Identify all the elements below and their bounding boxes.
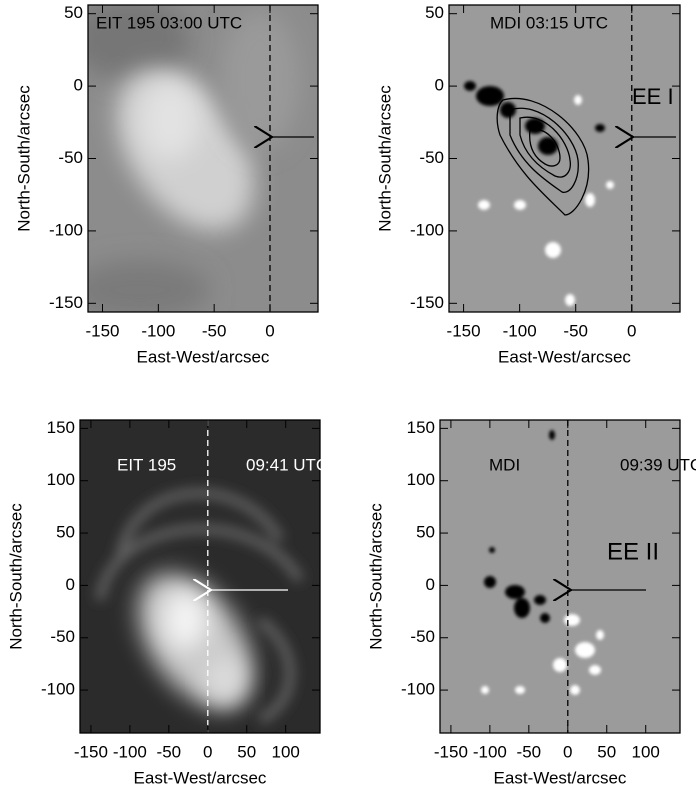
x-tick-label: -100 [141, 321, 175, 340]
x-axis-label: East-West/arcsec [494, 768, 627, 787]
x-axis-label: East-West/arcsec [498, 347, 631, 366]
x-tick-label: 100 [272, 742, 300, 761]
y-tick-label: 0 [66, 575, 75, 594]
y-tick-label: -50 [50, 627, 75, 646]
x-tick-label: -100 [473, 742, 507, 761]
x-tick-label: -100 [113, 742, 147, 761]
annotation: EIT 195 [117, 455, 176, 474]
x-tick-label: 0 [563, 742, 572, 761]
y-tick-label: 50 [64, 3, 83, 22]
annotation: 09:41 UTC [246, 455, 328, 474]
y-tick-label: 0 [435, 76, 444, 95]
y-tick-label: 50 [416, 523, 435, 542]
y-tick-label: -100 [410, 220, 444, 239]
annotation: MDI [489, 455, 520, 474]
x-tick-label: -50 [202, 321, 227, 340]
annotation: EIT 195 03:00 UTC [96, 13, 242, 32]
x-axis-label: East-West/arcsec [134, 768, 267, 787]
y-tick-label: -50 [419, 148, 444, 167]
image-mdi [449, 5, 680, 312]
y-tick-label: 150 [47, 418, 75, 437]
y-tick-label: -50 [410, 627, 435, 646]
x-tick-label: 0 [627, 321, 636, 340]
y-tick-label: 0 [426, 575, 435, 594]
y-tick-label: 0 [74, 76, 83, 95]
plot-frame [79, 419, 321, 734]
annotation: MDI 03:15 UTC [490, 13, 608, 32]
x-tick-label: 50 [597, 742, 616, 761]
annotation: EE II [607, 538, 659, 565]
y-tick-label: -100 [401, 680, 435, 699]
x-tick-label: -50 [563, 321, 588, 340]
y-tick-label: 50 [56, 523, 75, 542]
x-tick-label: -100 [503, 321, 537, 340]
y-tick-label: -150 [49, 293, 83, 312]
y-tick-label: -100 [41, 680, 75, 699]
x-axis-label: East-West/arcsec [137, 347, 270, 366]
y-axis-label: North-South/arcsec [6, 503, 25, 650]
annotation: 09:39 UTC [620, 455, 696, 474]
image-eit [88, 5, 318, 312]
image-eit-late [80, 420, 320, 733]
x-tick-label: 50 [237, 742, 256, 761]
x-tick-label: -50 [157, 742, 182, 761]
x-tick-label: -150 [434, 742, 468, 761]
x-tick-label: 100 [632, 742, 660, 761]
x-tick-label: -150 [447, 321, 481, 340]
annotation: EE I [632, 84, 674, 109]
x-tick-label: -50 [517, 742, 542, 761]
y-tick-label: 50 [425, 3, 444, 22]
y-tick-label: 100 [47, 470, 75, 489]
y-tick-label: 100 [407, 470, 435, 489]
image-mdi-late [440, 420, 680, 733]
y-tick-label: -100 [49, 220, 83, 239]
y-axis-label: North-South/arcsec [366, 503, 385, 650]
y-axis-label: North-South/arcsec [375, 85, 394, 232]
x-tick-label: -150 [74, 742, 108, 761]
y-tick-label: -50 [58, 148, 83, 167]
y-tick-label: 150 [407, 418, 435, 437]
plot-frame [439, 419, 681, 734]
x-tick-label: -150 [85, 321, 119, 340]
y-tick-label: -150 [410, 293, 444, 312]
x-tick-label: 0 [203, 742, 212, 761]
x-tick-label: 0 [265, 321, 274, 340]
y-axis-label: North-South/arcsec [14, 85, 33, 232]
